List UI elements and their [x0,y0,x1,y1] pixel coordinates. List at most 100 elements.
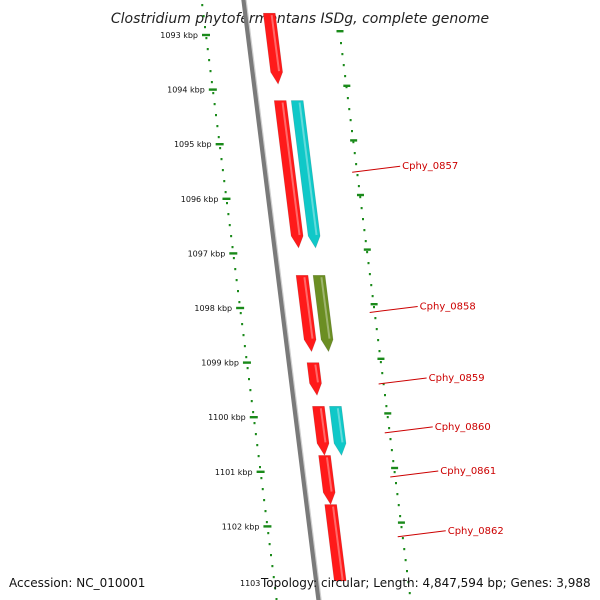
outer-minor-tick [389,438,392,441]
gene-labels: Cphy_0857 Cphy_0858 Cphy_0859 Cphy_0860 Cphy… [352,161,504,538]
minor-tick [205,37,208,40]
minor-tick [219,147,222,150]
outer-minor-tick [401,537,404,540]
outer-minor-tick [377,339,380,342]
outer-minor-tick [346,97,349,100]
minor-tick [232,257,235,260]
minor-tick [242,334,245,337]
outer-minor-tick [353,152,356,155]
gene-arrow-f9 [324,504,347,582]
major-tick [215,143,224,146]
major-tick [229,252,238,255]
backbone-highlight [245,0,322,600]
minor-tick [204,26,206,29]
tick-label: 1094 kbp [167,86,205,95]
outer-minor-tick [400,526,403,529]
outer-minor-tick [408,592,411,595]
outer-minor-tick [355,163,358,166]
outer-major-tick [343,84,351,87]
tick-label: 1098 kbp [194,304,232,313]
outer-minor-tick [367,262,370,265]
minor-tick [264,510,267,513]
backbone-stroke [241,0,321,600]
minor-tick [209,70,212,73]
label-leader [390,470,439,478]
outer-minor-tick [384,394,386,397]
tick-label: 1093 kbp [160,31,198,40]
minor-tick [265,521,268,524]
minor-tick [250,400,253,403]
label-leader [378,377,427,385]
gene-arrow-f2 [290,100,321,249]
outer-minor-tick [381,372,384,375]
minor-tick [259,466,261,469]
label-leader [352,165,401,173]
major-tick [202,33,210,37]
outer-minor-tick [382,383,385,386]
minor-tick [202,15,205,18]
outer-minor-tick [374,317,377,320]
minor-tick [267,532,270,535]
outer-minor-tick [373,306,375,309]
map-title: Clostridium phytofermentans ISDg, comple… [111,11,489,27]
outer-minor-tick [362,218,364,221]
partial-tick-label: 1103 [240,579,260,588]
minor-tick [252,411,255,414]
outer-minor-tick [388,427,391,430]
minor-tick [239,312,242,315]
outer-minor-tick [390,449,393,452]
outer-minor-tick [349,119,352,122]
outer-minor-tick [340,42,342,45]
gene-highlight [298,102,318,236]
outer-major-tick [377,357,385,360]
minor-tick [224,191,227,194]
outer-minor-tick [403,548,406,551]
gene-highlight [303,277,314,339]
minor-tick [227,213,230,216]
outer-minor-tick [379,361,382,364]
gene-label-cphy_0857: Cphy_0857 [402,161,458,172]
outer-minor-tick [392,460,395,463]
minor-tick [268,543,271,546]
gene-label-cphy_0859: Cphy_0859 [429,373,485,384]
outer-minor-tick [351,130,353,133]
outer-minor-tick [359,196,362,199]
minor-tick [223,180,226,183]
minor-tick [220,158,223,161]
outer-minor-tick [366,251,369,254]
gene-highlight [281,102,301,236]
outer-major-tick [350,139,358,142]
tick-label: 1100 kbp [208,413,246,422]
minor-tick [213,103,216,106]
label-leader [397,530,446,538]
outer-minor-tick [345,86,348,89]
outer-minor-tick [385,405,388,408]
outer-major-tick [384,412,392,415]
outer-minor-tick [399,515,402,518]
outer-major-tick [336,30,344,33]
minor-tick [245,356,248,359]
outer-major-tick [370,303,378,306]
label-leader [384,426,433,434]
minor-tick [256,444,259,447]
minor-tick [234,268,237,271]
gene-highlight [325,457,333,492]
gene-arrow-f3 [295,274,317,353]
topology-text: Topology: circular; Length: 4,847,594 bp… [260,576,591,590]
accession-text: Accession: NC_010001 [9,576,145,590]
major-tick [236,306,245,310]
tick-label: 1102 kbp [222,522,260,531]
minor-tick [206,48,209,51]
outer-minor-tick [356,174,359,177]
minor-tick [230,235,233,238]
label-leader [369,305,418,313]
tick-label: 1095 kbp [174,140,212,149]
outer-minor-tick [386,416,389,419]
gene-features [262,12,347,582]
outer-minor-tick [395,482,397,485]
outer-minor-tick [341,53,344,56]
gene-label-cphy_0860: Cphy_0860 [435,422,491,433]
gene-highlight [314,364,319,383]
minor-tick [261,488,264,491]
gene-arrow-f7 [329,405,347,457]
